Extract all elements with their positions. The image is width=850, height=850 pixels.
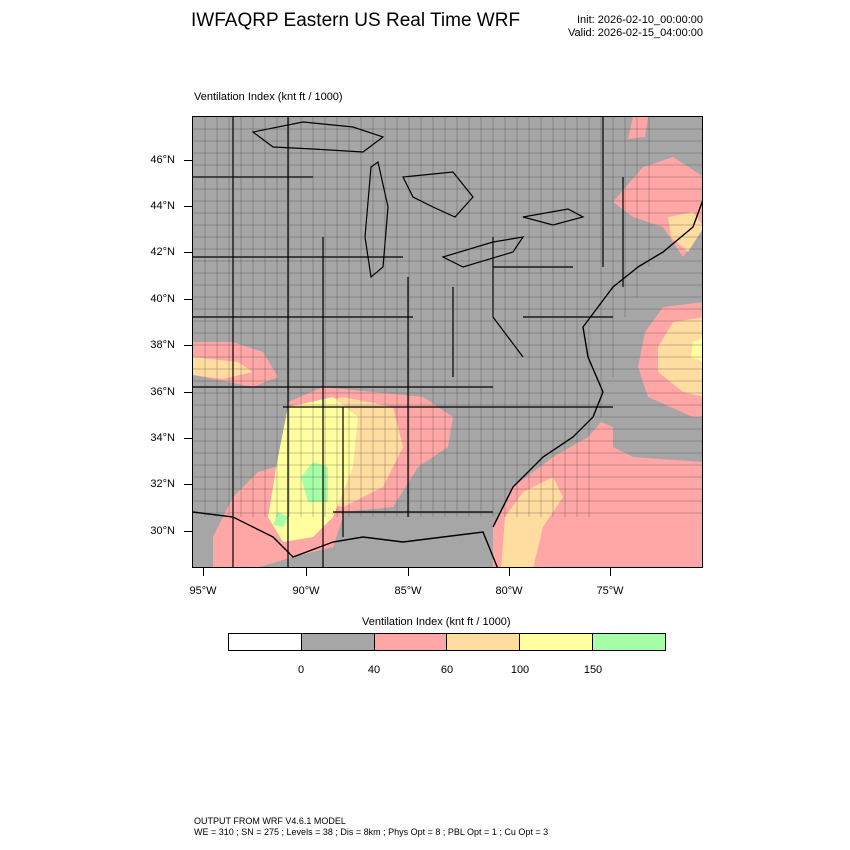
valid-time: Valid: 2026-02-15_04:00:00: [568, 27, 703, 39]
southeast-offshore-mid: [501, 477, 563, 567]
lat-tick: [184, 252, 192, 253]
lat-tick: [184, 438, 192, 439]
lon-tick: [509, 568, 510, 576]
map-panel: [192, 116, 703, 568]
lon-label-90w: 90°W: [292, 585, 320, 597]
colorbar-label-0: 0: [297, 664, 305, 676]
lat-tick: [184, 160, 192, 161]
lon-label-95w: 95°W: [189, 585, 217, 597]
lat-label-38n: 38°N: [150, 339, 175, 351]
run-times: Init: 2026-02-10_00:00:00 Valid: 2026-02…: [568, 14, 703, 40]
lat-label-32n: 32°N: [150, 478, 175, 490]
page-title: IWFAQRP Eastern US Real Time WRF: [191, 10, 521, 31]
lon-label-75w: 75°W: [596, 585, 624, 597]
lon-tick: [306, 568, 307, 576]
colorbar-label-100: 100: [510, 664, 530, 676]
plot-label: Ventilation Index (knt ft / 1000): [194, 91, 343, 103]
colorbar-box: [229, 634, 302, 650]
lat-tick: [184, 392, 192, 393]
colorbar-title: Ventilation Index (knt ft / 1000): [362, 616, 511, 628]
atlantic-high-area: [691, 337, 702, 362]
county-grid: [193, 117, 702, 517]
lat-tick: [184, 531, 192, 532]
colorbar-box: [520, 634, 594, 650]
colorbar: [228, 633, 666, 651]
colorbar-box: [593, 634, 665, 650]
lat-label-46n: 46°N: [150, 154, 175, 166]
footer-line-2: WE = 310 ; SN = 275 ; Levels = 38 ; Dis …: [194, 827, 549, 837]
lon-tick: [203, 568, 204, 576]
lon-label-80w: 80°W: [495, 585, 523, 597]
colorbar-label-150: 150: [583, 664, 603, 676]
lat-tick: [184, 345, 192, 346]
colorbar-box: [301, 634, 375, 650]
lat-label-36n: 36°N: [150, 386, 175, 398]
lat-label-42n: 42°N: [150, 246, 175, 258]
canada-low-area: [628, 117, 648, 139]
lat-label-30n: 30°N: [150, 525, 175, 537]
lon-tick: [610, 568, 611, 576]
lat-tick: [184, 484, 192, 485]
footer-line-1: OUTPUT FROM WRF V4.6.1 MODEL: [194, 816, 346, 826]
louisiana-peak-area: [273, 512, 288, 527]
lat-tick: [184, 206, 192, 207]
lat-tick: [184, 299, 192, 300]
west-mid-area: [193, 357, 253, 379]
init-time: Init: 2026-02-10_00:00:00: [577, 14, 703, 26]
colorbar-label-60: 60: [440, 664, 454, 676]
southeast-offshore-area: [493, 422, 702, 567]
lon-tick: [408, 568, 409, 576]
lat-label-34n: 34°N: [150, 432, 175, 444]
colorbar-box: [447, 634, 521, 650]
state-borders: [193, 117, 624, 567]
atlantic-coastline: [492, 200, 702, 528]
ventilation-index-map: [193, 117, 702, 567]
lake-huron: [402, 171, 474, 218]
model-footer: OUTPUT FROM WRF V4.6.1 MODEL WE = 310 ; …: [194, 816, 548, 838]
colorbar-label-40: 40: [367, 664, 381, 676]
lake-erie: [441, 236, 525, 268]
lat-label-40n: 40°N: [150, 293, 175, 305]
northeast-mid-area: [668, 212, 702, 252]
lon-label-85w: 85°W: [394, 585, 422, 597]
colorbar-box: [374, 634, 448, 650]
lat-label-44n: 44°N: [150, 200, 175, 212]
gulf-coastline: [193, 511, 498, 567]
mississippi-peak-area: [301, 462, 328, 502]
